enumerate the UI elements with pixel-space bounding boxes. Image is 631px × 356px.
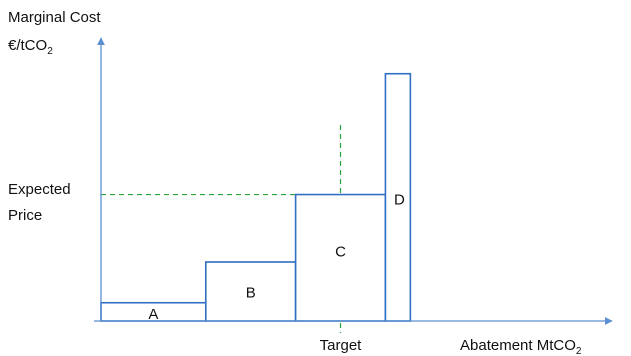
y-axis-label-subscript: 2 (47, 46, 53, 57)
target-label: Target (320, 337, 363, 354)
x-axis-label-subscript: 2 (576, 346, 582, 356)
bar-label-b: B (246, 284, 256, 301)
bar-label-c: C (335, 243, 346, 260)
y-axis-label-line-2: €/tCO2 (8, 37, 53, 57)
bar-b (204, 261, 297, 322)
bar-label-a: A (148, 306, 158, 323)
expected-price-label-line-1: Expected (8, 181, 71, 198)
bars: A B C D (100, 72, 412, 323)
bar-label-d: D (394, 192, 405, 209)
y-axis-label-line-1: Marginal Cost (8, 9, 101, 26)
expected-price-label-line-2: Price (8, 207, 42, 224)
x-axis-label: Abatement MtCO2 (460, 337, 582, 356)
